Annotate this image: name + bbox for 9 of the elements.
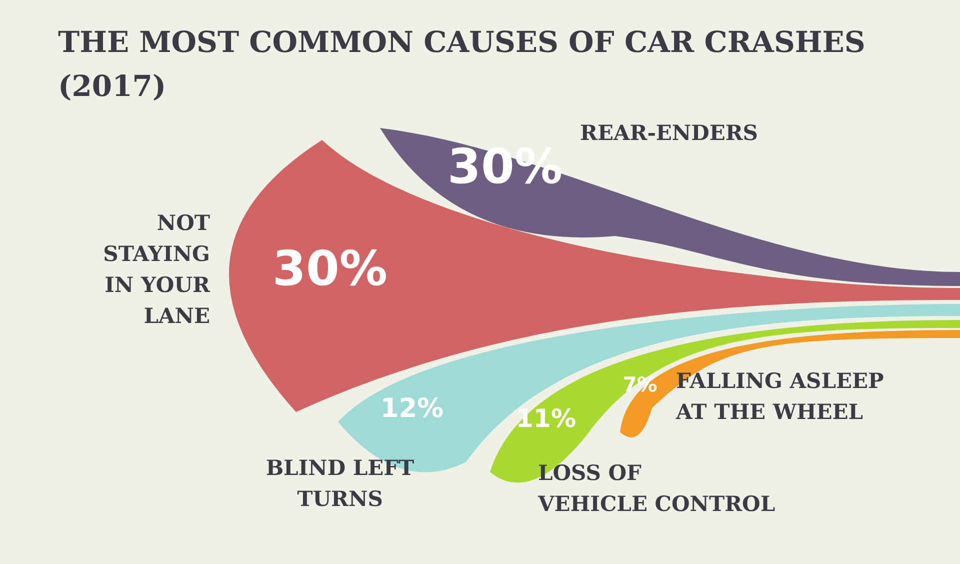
data-label: 30% <box>272 241 388 298</box>
data-label: 11% <box>516 404 576 433</box>
text: THE MOST COMMON CAUSES OF CAR CRASHES (2017) <box>58 25 866 103</box>
category-label: BLIND LEFT TURNS <box>266 455 415 511</box>
category-label: NOT STAYING IN YOUR LANE <box>103 210 211 328</box>
data-label: 12% <box>380 393 444 424</box>
data-label: 30% <box>448 139 562 196</box>
category-label: REAR-ENDERS <box>580 120 758 145</box>
category-label: LOSS OF VEHICLE CONTROL <box>537 460 776 516</box>
